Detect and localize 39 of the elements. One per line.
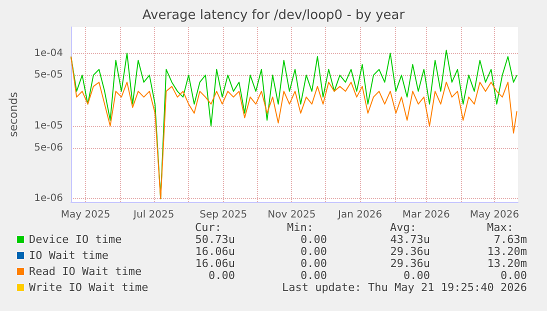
x-tick-label: Mar 2026 (402, 210, 450, 220)
legend-label: Device IO time (29, 233, 122, 246)
text: 0.00 (300, 257, 327, 270)
text: 0.00 (404, 269, 430, 282)
text: Cur: (195, 221, 222, 234)
x-tick-label: Jul 2025 (132, 210, 174, 220)
text: 0.00 (300, 269, 327, 282)
text: 0.00 (208, 269, 235, 282)
x-tick-label: Jan 2026 (337, 210, 382, 220)
y-tick-label: 5e-06 (34, 142, 63, 154)
text: Max: (487, 221, 514, 234)
text: 50.73u (195, 233, 235, 246)
text: 13.20m (487, 257, 528, 270)
text: Last update: Thu May 21 19:25:40 2026 (282, 281, 527, 294)
x-tick-label: May 2026 (470, 210, 520, 220)
legend-label: Read IO Wait time (29, 265, 142, 278)
text: 13.20m (487, 245, 528, 258)
chart-title: Average latency for /dev/loop0 - by year (142, 8, 406, 23)
text: Min: (287, 221, 314, 234)
text: 43.73u (390, 233, 430, 246)
text: 7.63m (494, 233, 528, 246)
y-tick-label: 1e-04 (34, 48, 63, 59)
y-axis-title: seconds (7, 92, 20, 137)
x-tick-label: Sep 2025 (200, 210, 248, 220)
x-tick-label: May 2025 (60, 210, 110, 220)
text: 0.00 (300, 233, 327, 246)
text: 29.36u (390, 257, 430, 270)
text: 16.06u (195, 245, 235, 258)
text: Avg: (390, 221, 416, 234)
y-tick-label: 5e-05 (34, 70, 63, 81)
legend-label: Write IO Wait time (29, 281, 148, 294)
text: 29.36u (390, 245, 430, 258)
y-tick-label: 1e-05 (34, 120, 63, 132)
text: 0.00 (300, 245, 327, 258)
x-tick-label: Nov 2025 (268, 210, 316, 220)
y-tick-label: 1e-06 (34, 193, 63, 204)
text: 0.00 (500, 269, 527, 282)
text: 16.06u (195, 257, 235, 270)
legend-label: IO Wait time (29, 249, 108, 262)
